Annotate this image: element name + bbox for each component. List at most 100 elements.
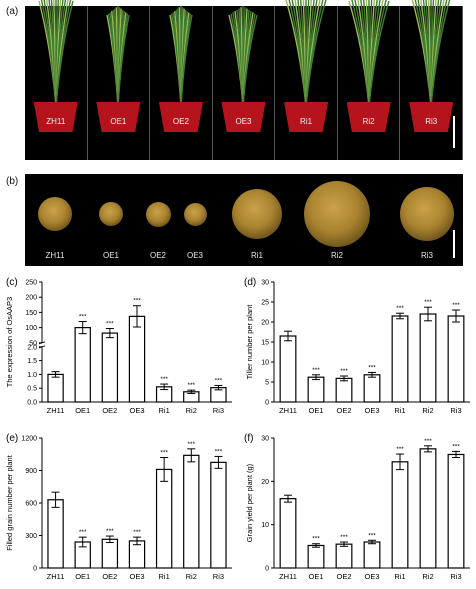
grain-label: Ri3 xyxy=(420,251,433,260)
plant-label: Ri2 xyxy=(362,117,375,126)
grain-label: OE1 xyxy=(102,251,119,260)
x-tick-label: Ri3 xyxy=(450,572,461,581)
bar xyxy=(279,498,297,569)
bar xyxy=(210,461,227,569)
bar xyxy=(101,332,119,403)
grain-pile-oe2 xyxy=(145,201,171,227)
pot xyxy=(409,102,454,132)
scale-bar xyxy=(453,230,455,258)
x-tick-label: Ri3 xyxy=(213,406,224,415)
x-tick-label: Ri3 xyxy=(450,406,461,415)
bar xyxy=(419,448,437,569)
significance-mark: *** xyxy=(215,448,223,455)
significance-mark: *** xyxy=(368,364,376,371)
tiller-chart: (d) Tiller number per plant 0 5 10 15 20 25 30 ZH… xyxy=(244,277,470,415)
bar xyxy=(447,315,465,403)
bar xyxy=(447,453,465,569)
bar xyxy=(279,335,297,403)
grain-yield-chart: (f) Grain yield per plant (g) 0 10 20 30 ZH11 *… xyxy=(244,433,470,581)
x-tick-label: Ri2 xyxy=(422,572,433,581)
significance-mark: *** xyxy=(424,299,432,306)
significance-mark: *** xyxy=(340,368,348,375)
bar xyxy=(419,313,437,403)
significance-mark: *** xyxy=(160,376,168,383)
x-tick-label: Ri2 xyxy=(186,406,197,415)
panel-label-a: (a) xyxy=(6,6,19,17)
significance-mark: *** xyxy=(133,529,141,536)
rice-plant xyxy=(285,0,327,106)
rice-plant xyxy=(169,6,193,106)
x-tick-label: OE2 xyxy=(102,406,117,415)
panel-label: (d) xyxy=(244,277,256,288)
filled-grain-chart: (e) Filled grain number per plant 0 300 600 9… xyxy=(5,433,232,581)
x-tick-label: Ri1 xyxy=(159,572,170,581)
y-axis-label: Grain yield per plant (g) xyxy=(245,463,254,542)
significance-mark: *** xyxy=(452,302,460,309)
panel-label: (c) xyxy=(6,277,18,288)
y-axis-label: Tiller number per plant xyxy=(245,304,254,380)
bar xyxy=(155,468,173,569)
grain-label: Ri1 xyxy=(250,251,263,260)
significance-mark: *** xyxy=(452,443,460,450)
pot xyxy=(158,102,203,132)
y-tick-label: 0 xyxy=(33,566,37,573)
bar xyxy=(183,454,200,569)
y-tick-label: 10 xyxy=(261,360,269,367)
significance-mark: *** xyxy=(215,377,223,384)
plant-cell-ri1: Ri1 xyxy=(275,0,338,160)
rice-plant xyxy=(411,0,451,106)
y-tick-label: 200 xyxy=(25,295,37,302)
significance-mark: *** xyxy=(187,382,195,389)
y-tick-label: 2.0 xyxy=(27,344,37,351)
y-tick-label: 100 xyxy=(25,325,37,332)
panel-label: (f) xyxy=(244,433,253,444)
x-tick-label: Ri1 xyxy=(394,406,405,415)
bar xyxy=(47,499,64,569)
significance-mark: *** xyxy=(133,298,141,305)
significance-mark: *** xyxy=(106,321,114,328)
bar xyxy=(363,374,381,403)
plant-cell-ri2: Ri2 xyxy=(338,0,401,160)
plant-label: ZH11 xyxy=(46,117,66,126)
y-tick-label: 900 xyxy=(25,468,37,475)
grain-pile-ri1 xyxy=(232,189,282,239)
significance-mark: *** xyxy=(368,532,376,539)
x-tick-label: ZH11 xyxy=(279,572,297,581)
grain-pile-ri3 xyxy=(400,187,454,241)
bar xyxy=(74,326,91,403)
y-tick-label: 15 xyxy=(261,340,269,347)
x-tick-label: OE2 xyxy=(336,406,351,415)
plant-cell-oe2: OE2 xyxy=(150,6,213,160)
grain-pile-oe3 xyxy=(183,202,207,226)
plant-cell-oe3: OE3 xyxy=(213,6,276,160)
significance-mark: *** xyxy=(312,536,320,543)
grain-photo: ZH11 OE1 OE2 OE3 Ri1 Ri2 Ri3 xyxy=(25,174,463,266)
bar xyxy=(47,373,64,403)
y-tick-label: 25 xyxy=(261,300,269,307)
y-tick-label: 20 xyxy=(261,479,269,486)
pot xyxy=(346,102,391,132)
plant-label: Ri1 xyxy=(300,117,313,126)
significance-mark: *** xyxy=(424,438,432,445)
grain-label: Ri2 xyxy=(330,251,343,260)
y-tick-label: 10 xyxy=(261,522,269,529)
bar xyxy=(391,315,409,403)
rice-plant xyxy=(38,0,74,106)
plant-label: OE1 xyxy=(110,117,127,126)
y-tick-label: 20 xyxy=(261,320,269,327)
significance-mark: *** xyxy=(106,528,114,535)
y-tick-label: 250 xyxy=(25,280,37,287)
y-tick-label: 1.5 xyxy=(27,358,37,365)
x-tick-label: ZH11 xyxy=(47,406,65,415)
plant-label: OE2 xyxy=(172,117,189,126)
x-tick-label: OE3 xyxy=(129,406,144,415)
plant-cell-oe1: OE1 xyxy=(88,6,151,160)
plant-label: OE3 xyxy=(235,117,252,126)
rice-plant xyxy=(106,6,131,106)
significance-mark: *** xyxy=(160,450,168,457)
y-tick-label: 30 xyxy=(261,280,269,287)
grain-pile-zh11 xyxy=(38,197,72,231)
significance-mark: *** xyxy=(312,367,320,374)
bar xyxy=(307,376,325,403)
y-tick-label: 5 xyxy=(265,380,269,387)
